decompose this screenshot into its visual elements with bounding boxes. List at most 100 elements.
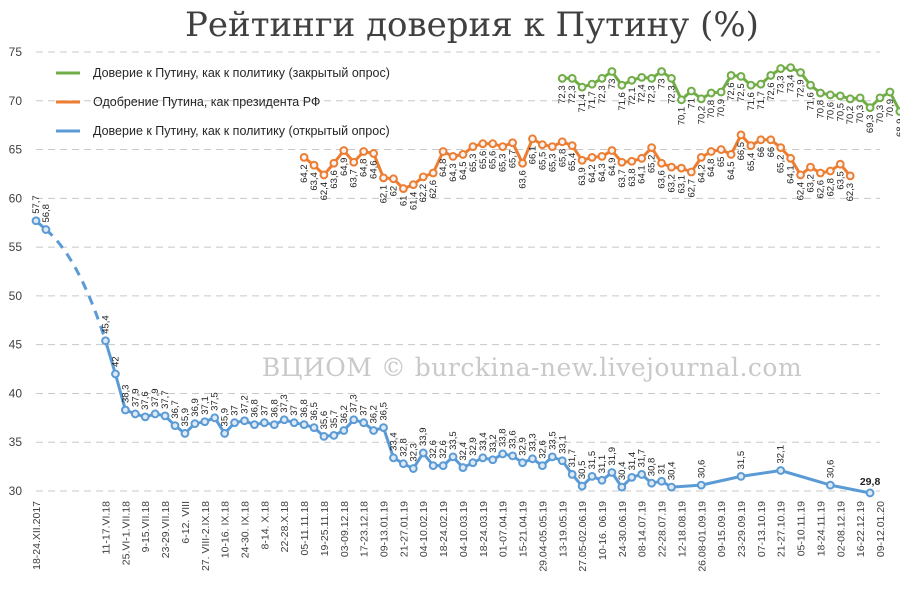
open-trust-point — [448, 452, 458, 462]
data-label: 70,3 — [875, 105, 886, 124]
open-trust-point — [518, 458, 527, 468]
open-trust-point — [279, 415, 289, 425]
closed-trust-point — [557, 73, 567, 83]
closed-trust-point — [796, 68, 805, 77]
open-trust-point — [319, 431, 329, 441]
data-label: 71,7 — [756, 91, 767, 110]
open-trust-point — [557, 456, 567, 466]
data-label: 61 — [398, 196, 409, 207]
x-tick-label: 21-27.10.19 — [776, 501, 788, 557]
open-trust-point — [111, 369, 120, 379]
data-label: 63,7 — [617, 169, 628, 188]
data-label: 72,4 — [637, 84, 648, 103]
data-label: 37 — [230, 405, 241, 416]
x-tick-label: 13-19.05.19 — [557, 501, 569, 557]
data-label: 65,7 — [508, 150, 519, 169]
data-label: 64,9 — [339, 158, 350, 177]
data-label: 36,8 — [249, 399, 260, 418]
data-label: 33,9 — [418, 427, 429, 446]
data-label: 72,3 — [666, 85, 677, 104]
data-label: 72,9 — [796, 79, 807, 98]
x-tick-label: 16-22.12.19 — [855, 501, 867, 557]
data-label: 31,1 — [597, 455, 608, 474]
data-label: 29,8 — [860, 476, 881, 488]
open-trust-point — [528, 454, 537, 464]
watermark: ВЦИОМ © burckina-new.livejournal.com — [262, 353, 802, 382]
y-tick-label: 35 — [9, 435, 23, 449]
data-label: 65,2 — [776, 155, 787, 174]
data-label: 37,7 — [160, 390, 171, 409]
data-label: 72,6 — [766, 82, 777, 101]
data-label: 57,7 — [31, 195, 42, 214]
approval-point — [339, 146, 349, 155]
open-trust-point — [667, 482, 676, 492]
data-label: 32,4 — [458, 442, 469, 461]
data-label: 65,3 — [498, 154, 509, 173]
data-label: 70,2 — [696, 106, 707, 125]
data-label: 70,2 — [845, 106, 856, 125]
approval-point — [329, 158, 339, 168]
open-trust-point — [130, 409, 140, 419]
y-tick-label: 40 — [9, 386, 23, 400]
approval-point — [766, 135, 776, 145]
open-trust-point — [587, 471, 597, 481]
data-label: 73 — [657, 79, 668, 90]
open-trust-point — [418, 448, 428, 458]
open-trust-point — [428, 461, 438, 471]
closed-trust-point — [806, 80, 815, 90]
data-label: 66,1 — [527, 146, 538, 165]
open-trust-point — [329, 430, 339, 440]
approval-point — [657, 158, 666, 168]
data-label: 35,7 — [329, 410, 340, 429]
closed-trust-point — [677, 95, 686, 105]
data-label: 62,1 — [379, 185, 390, 204]
data-label: 30,6 — [696, 460, 707, 479]
data-label: 36,9 — [190, 398, 201, 417]
approval-point — [746, 141, 756, 151]
data-label: 63,2 — [805, 174, 816, 193]
closed-trust-point — [657, 67, 666, 76]
data-label: 33,1 — [557, 435, 568, 454]
data-label: 36,2 — [369, 405, 380, 424]
approval-point — [319, 170, 329, 180]
closed-trust-point — [865, 103, 875, 113]
approval-point — [349, 157, 359, 167]
approval-point — [806, 162, 815, 172]
closed-trust-point — [825, 90, 835, 100]
data-label: 32,6 — [537, 440, 548, 459]
x-tick-label: 15-21.04.19 — [518, 501, 530, 557]
data-label: 45,4 — [101, 315, 112, 334]
approval-point — [299, 152, 309, 162]
approval-point — [309, 160, 319, 170]
x-tick-label: 02-08.12.19 — [835, 501, 847, 557]
data-label: 65,4 — [746, 153, 757, 172]
approval-point — [369, 149, 379, 158]
closed-trust-point — [706, 88, 716, 98]
data-label: 33,4 — [388, 432, 399, 451]
data-label: 71,4 — [577, 94, 588, 113]
approval-point — [587, 152, 597, 162]
legend-item-approval: Одобрение Путина, как президента РФ — [56, 95, 320, 109]
open-trust-point — [160, 411, 170, 421]
y-axis-ticks: 30 35 40 45 50 55 60 65 70 75 — [9, 45, 23, 498]
open-trust-point — [647, 478, 657, 488]
x-tick-label: 10-16. IX.18 — [220, 501, 232, 558]
data-label: 72,3 — [567, 85, 578, 104]
data-label: 30,6 — [825, 460, 836, 479]
data-label: 65,4 — [567, 153, 578, 172]
closed-trust-point — [776, 64, 786, 73]
approval-point — [716, 145, 726, 154]
open-trust-point — [657, 476, 666, 486]
data-label: 42 — [110, 356, 121, 367]
data-label: 33,6 — [508, 430, 519, 449]
open-trust-point — [41, 225, 51, 234]
open-trust-point — [398, 459, 408, 469]
data-label: 32,9 — [518, 437, 529, 456]
legend-label-closed-trust: Доверие к Путину, как к политику (закрыт… — [93, 66, 390, 80]
data-label: 36,8 — [269, 399, 280, 418]
data-label: 64,2 — [696, 164, 707, 183]
approval-point — [428, 168, 438, 178]
data-label: 56,8 — [41, 204, 52, 223]
approval-point — [408, 180, 418, 190]
data-label: 37 — [259, 405, 270, 416]
